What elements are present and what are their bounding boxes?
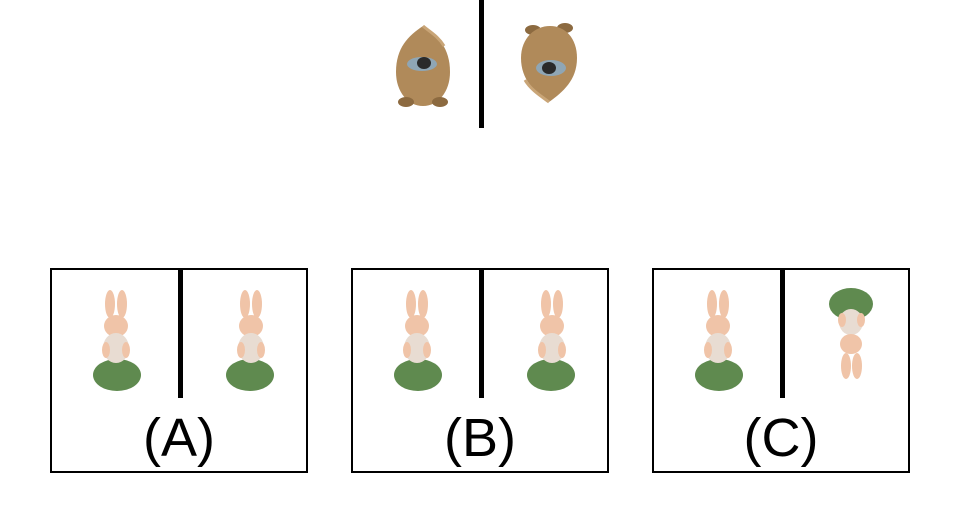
option-b-label: (B) [444, 408, 516, 468]
bear-plush-topdown-icon [396, 24, 450, 107]
option-a-label: (A) [143, 408, 215, 468]
option-b-box[interactable]: (B) [351, 268, 609, 473]
bunny-on-green-base-icon [527, 290, 575, 391]
bunny-on-green-base-upside-down-icon [829, 288, 873, 379]
bear-plush-topdown-rotated-icon [521, 23, 577, 104]
option-a-divider [178, 270, 183, 398]
bunny-on-green-base-icon [93, 290, 141, 391]
option-c-divider [780, 270, 785, 398]
reference-divider [479, 0, 484, 128]
bunny-on-green-base-icon [394, 290, 442, 391]
reference-pair [360, 0, 610, 130]
option-b-divider [479, 270, 484, 398]
option-a-box[interactable]: (A) [50, 268, 308, 473]
bunny-on-green-base-icon [226, 290, 274, 391]
option-c-label: (C) [743, 408, 819, 468]
bunny-on-green-base-icon [695, 290, 743, 391]
option-c-box[interactable]: (C) [652, 268, 910, 473]
